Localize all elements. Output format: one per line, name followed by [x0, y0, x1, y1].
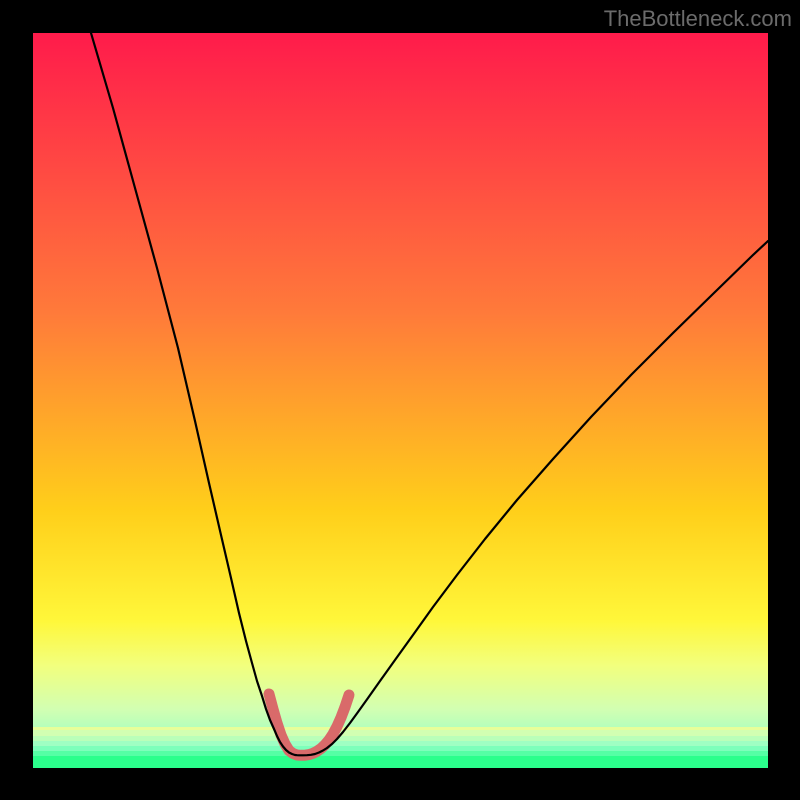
bottleneck-marker: [269, 694, 349, 755]
bottleneck-curve: [91, 33, 768, 755]
chart-area: [33, 33, 768, 768]
watermark-text: TheBottleneck.com: [604, 6, 792, 32]
curve-layer: [33, 33, 768, 768]
